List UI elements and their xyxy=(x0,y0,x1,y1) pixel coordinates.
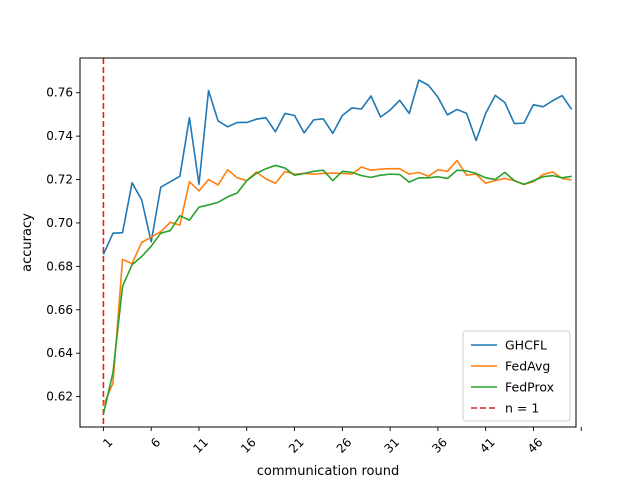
y-tick-label: 0.74 xyxy=(46,129,73,143)
legend-frame xyxy=(462,330,571,422)
series-line-fedavg xyxy=(102,159,572,406)
x-tick-label: 6 xyxy=(148,435,163,450)
x-tick-label: 46 xyxy=(525,435,546,456)
x-tick-label: 1 xyxy=(100,435,115,450)
y-tick-label: 0.76 xyxy=(46,86,73,100)
axes-frame xyxy=(79,57,577,428)
x-tick-label: 11 xyxy=(190,435,211,456)
y-axis-label: accuracy xyxy=(20,213,35,272)
series-layer xyxy=(102,79,573,415)
legend-label: n = 1 xyxy=(505,401,539,416)
y-axis-ticks: 0.62 0.64 0.66 0.68 0.70 0.72 0.74 0.76 xyxy=(46,86,80,404)
x-axis-ticks: 1 6 11 16 21 26 31 36 41 46 xyxy=(100,427,582,456)
x-tick-label: 26 xyxy=(334,435,355,456)
legend: GHCFL FedAvg FedProx n = 1 xyxy=(462,330,571,422)
x-tick-label: 21 xyxy=(286,435,307,456)
y-tick-label: 0.72 xyxy=(46,173,73,187)
series-line-fedprox xyxy=(102,164,572,415)
x-axis-label: communication round xyxy=(257,464,399,479)
legend-label: GHCFL xyxy=(505,338,547,353)
x-tick-label: 31 xyxy=(381,435,402,456)
series-line-ghcfl xyxy=(102,79,573,255)
y-tick-label: 0.66 xyxy=(46,303,73,317)
x-tick-label: 41 xyxy=(477,435,498,456)
y-tick-label: 0.70 xyxy=(46,216,73,230)
x-tick-label: 16 xyxy=(238,435,259,456)
legend-label: FedAvg xyxy=(505,359,550,374)
y-tick-label: 0.64 xyxy=(46,346,73,360)
y-tick-label: 0.68 xyxy=(46,259,73,273)
x-tick-label: 36 xyxy=(429,435,450,456)
legend-label: FedProx xyxy=(505,380,554,395)
y-tick-label: 0.62 xyxy=(46,390,73,404)
